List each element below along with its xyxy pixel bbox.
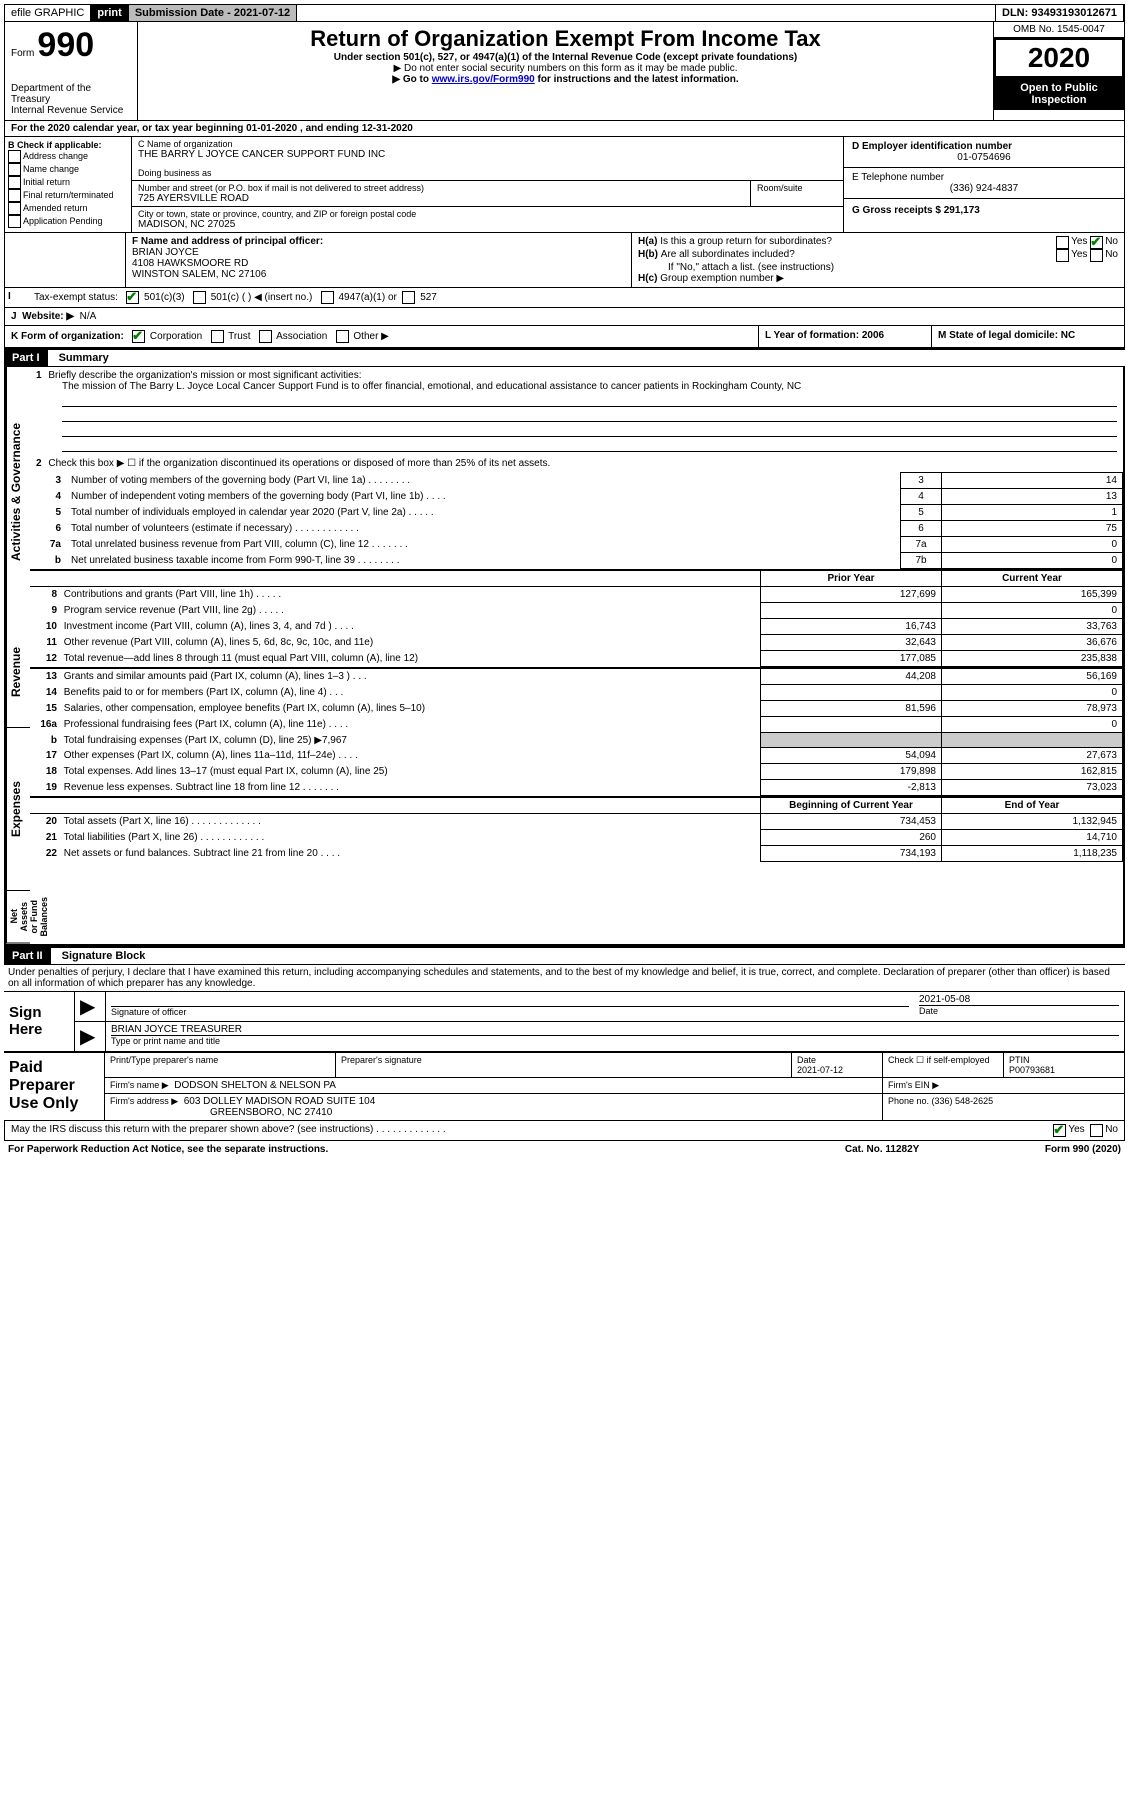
pending-check[interactable]	[8, 215, 21, 228]
revenue-table: Prior Year Current Year 8 Contributions …	[30, 569, 1123, 667]
officer-name: BRIAN JOYCE	[132, 247, 625, 258]
block-f: F Name and address of principal officer:…	[126, 233, 632, 287]
irs-label: Internal Revenue Service	[11, 105, 131, 116]
expense-table: 13 Grants and similar amounts paid (Part…	[30, 667, 1123, 796]
org-name: THE BARRY L JOYCE CANCER SUPPORT FUND IN…	[138, 149, 837, 160]
penalty-text: Under penalties of perjury, I declare th…	[4, 965, 1125, 991]
assoc-check[interactable]	[259, 330, 272, 343]
omb-label: OMB No. 1545-0047	[994, 22, 1124, 38]
gross-receipts: G Gross receipts $ 291,173	[844, 199, 1124, 222]
form-label: Form	[11, 48, 34, 59]
527-check[interactable]	[402, 291, 415, 304]
officer-printed: BRIAN JOYCE TREASURER	[111, 1024, 1119, 1035]
firm-name: DODSON SHELTON & NELSON PA	[174, 1080, 336, 1091]
top-bar: efile GRAPHIC print Submission Date - 20…	[4, 4, 1125, 22]
amended-check[interactable]	[8, 202, 21, 215]
hb-yes-check[interactable]	[1056, 249, 1069, 262]
dept-label: Department of the Treasury	[11, 83, 131, 105]
preparer-table: Paid Preparer Use Only Print/Type prepar…	[4, 1052, 1125, 1121]
state-domicile: M State of legal domicile: NC	[932, 326, 1124, 347]
city-state-zip: MADISON, NC 27025	[138, 219, 837, 230]
discuss-no-check[interactable]	[1090, 1124, 1103, 1137]
block-ij: I Tax-exempt status: 501(c)(3) 501(c) ( …	[4, 288, 1125, 308]
year-formation: L Year of formation: 2006	[759, 326, 932, 347]
prep-date: 2021-07-12	[797, 1065, 843, 1075]
ha-no-check[interactable]	[1090, 236, 1103, 249]
open-inspection: Open to Public Inspection	[994, 78, 1124, 110]
lines-3-7: 3 Number of voting members of the govern…	[30, 472, 1123, 569]
netassets-table: Beginning of Current Year End of Year 20…	[30, 796, 1123, 862]
ptin: P00793681	[1009, 1065, 1055, 1075]
form-subtitle: Under section 501(c), 527, or 4947(a)(1)…	[144, 52, 987, 63]
note1: ▶ Do not enter social security numbers o…	[144, 63, 987, 74]
note2: ▶ Go to www.irs.gov/Form990 for instruct…	[144, 74, 987, 85]
discuss-row: May the IRS discuss this return with the…	[4, 1121, 1125, 1141]
initial-return-check[interactable]	[8, 176, 21, 189]
firm-phone: Phone no. (336) 548-2625	[883, 1093, 1125, 1120]
part1-header: Part I Summary	[4, 348, 1125, 367]
addr-change-check[interactable]	[8, 150, 21, 163]
efile-label: efile GRAPHIC	[5, 5, 91, 21]
other-check[interactable]	[336, 330, 349, 343]
vertical-labels: Activities & Governance Revenue Expenses…	[6, 367, 30, 944]
blocks-bg: B Check if applicable: Address change Na…	[4, 137, 1125, 233]
discuss-yes-check[interactable]	[1053, 1124, 1066, 1137]
form-number: 990	[37, 26, 94, 64]
website: N/A	[80, 311, 97, 322]
firm-addr1: 603 DOLLEY MADISON ROAD SUITE 104	[184, 1096, 376, 1107]
trust-check[interactable]	[211, 330, 224, 343]
print-button[interactable]: print	[91, 5, 128, 21]
phone: (336) 924-4837	[852, 183, 1116, 194]
part2-header: Part II Signature Block	[4, 946, 1125, 965]
part1-body: Activities & Governance Revenue Expenses…	[4, 367, 1125, 946]
block-b: B Check if applicable: Address change Na…	[5, 137, 132, 232]
ha-yes-check[interactable]	[1056, 236, 1069, 249]
501c3-check[interactable]	[126, 291, 139, 304]
signature-table: Sign Here ▶ Signature of officer 2021-05…	[4, 991, 1125, 1052]
blocks-fh: F Name and address of principal officer:…	[4, 233, 1125, 288]
4947-check[interactable]	[321, 291, 334, 304]
form990-link[interactable]: www.irs.gov/Form990	[432, 74, 535, 85]
block-h: H(a) Is this a group return for subordin…	[632, 233, 1124, 287]
hb-no-check[interactable]	[1090, 249, 1103, 262]
mission-text: The mission of The Barry L. Joyce Local …	[36, 381, 1117, 392]
submission-date: Submission Date - 2021-07-12	[129, 5, 297, 21]
block-klm: K Form of organization: Corporation Trus…	[4, 326, 1125, 348]
firm-addr2: GREENSBORO, NC 27410	[110, 1107, 332, 1118]
footer: For Paperwork Reduction Act Notice, see …	[4, 1141, 1125, 1158]
form-title: Return of Organization Exempt From Incom…	[144, 26, 987, 52]
sig-date: 2021-05-08	[919, 994, 1119, 1005]
form-header: Form 990 Department of the Treasury Inte…	[4, 22, 1125, 121]
name-change-check[interactable]	[8, 163, 21, 176]
ein: 01-0754696	[852, 152, 1116, 163]
q1-label: Briefly describe the organization's miss…	[48, 370, 361, 381]
spacer	[297, 5, 996, 21]
block-j: J Website: ▶ N/A	[4, 308, 1125, 326]
final-return-check[interactable]	[8, 189, 21, 202]
block-deg: D Employer identification number 01-0754…	[843, 137, 1124, 232]
block-c: C Name of organization THE BARRY L JOYCE…	[132, 137, 843, 232]
501c-check[interactable]	[193, 291, 206, 304]
tax-year: 2020	[994, 38, 1124, 78]
street-address: 725 AYERSVILLE ROAD	[138, 193, 744, 204]
dln-label: DLN: 93493193012671	[996, 5, 1124, 21]
q2-text: Check this box ▶ ☐ if the organization d…	[48, 458, 550, 469]
corp-check[interactable]	[132, 330, 145, 343]
tax-period: For the 2020 calendar year, or tax year …	[4, 121, 1125, 137]
